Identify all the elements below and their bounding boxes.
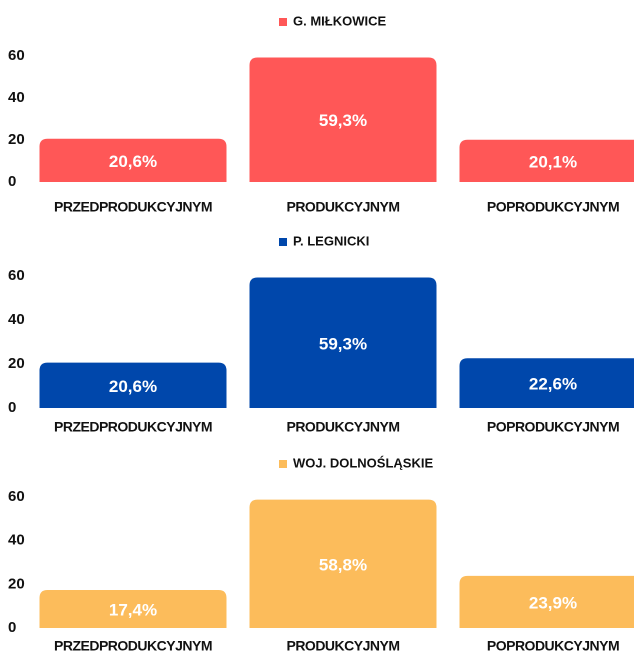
y-tick-label: 20 (8, 131, 25, 148)
x-tick-label: PRZEDPRODUKCYJNYM (54, 199, 212, 215)
bar (39, 362, 227, 408)
bar (249, 277, 437, 408)
legend-label: G. MIŁKOWICE (293, 13, 386, 28)
bar (39, 590, 227, 628)
legend-label: P. LEGNICKI (293, 233, 369, 248)
value-label: 23,9% (529, 593, 577, 612)
legend-swatch (279, 460, 287, 468)
y-tick-label: 0 (8, 399, 16, 416)
y-tick-label: 0 (8, 619, 16, 636)
x-tick-label: POPRODUKCYJNYM (487, 199, 619, 215)
y-tick-label: 40 (8, 89, 25, 106)
value-label: 20,1% (529, 152, 577, 171)
value-label: 59,3% (319, 334, 367, 353)
y-tick-label: 0 (8, 173, 16, 190)
legend-label: WOJ. DOLNOŚLĄSKIE (293, 455, 433, 470)
y-tick-label: 20 (8, 575, 25, 592)
bar (249, 499, 437, 628)
y-tick-label: 60 (8, 47, 25, 64)
value-label: 17,4% (109, 600, 157, 619)
legend-swatch (279, 18, 287, 26)
x-tick-label: PRODUKCYJNYM (286, 199, 399, 215)
x-tick-label: PRZEDPRODUKCYJNYM (54, 638, 212, 654)
bar (459, 139, 634, 182)
bar (39, 138, 227, 182)
y-tick-label: 20 (8, 355, 25, 372)
bar (459, 358, 634, 408)
bar (459, 575, 634, 628)
value-label: 20,6% (109, 152, 157, 171)
x-tick-label: POPRODUKCYJNYM (487, 638, 619, 654)
value-label: 59,3% (319, 111, 367, 130)
bar (249, 57, 437, 182)
x-tick-label: POPRODUKCYJNYM (487, 419, 619, 435)
value-label: 20,6% (109, 377, 157, 396)
value-label: 58,8% (319, 555, 367, 574)
legend-swatch (279, 238, 287, 246)
x-tick-label: PRODUKCYJNYM (286, 419, 399, 435)
y-tick-label: 60 (8, 267, 25, 284)
y-tick-label: 40 (8, 311, 25, 328)
x-tick-label: PRODUKCYJNYM (286, 638, 399, 654)
y-tick-label: 60 (8, 488, 25, 505)
y-tick-label: 40 (8, 532, 25, 549)
x-tick-label: PRZEDPRODUKCYJNYM (54, 419, 212, 435)
value-label: 22,6% (529, 375, 577, 394)
